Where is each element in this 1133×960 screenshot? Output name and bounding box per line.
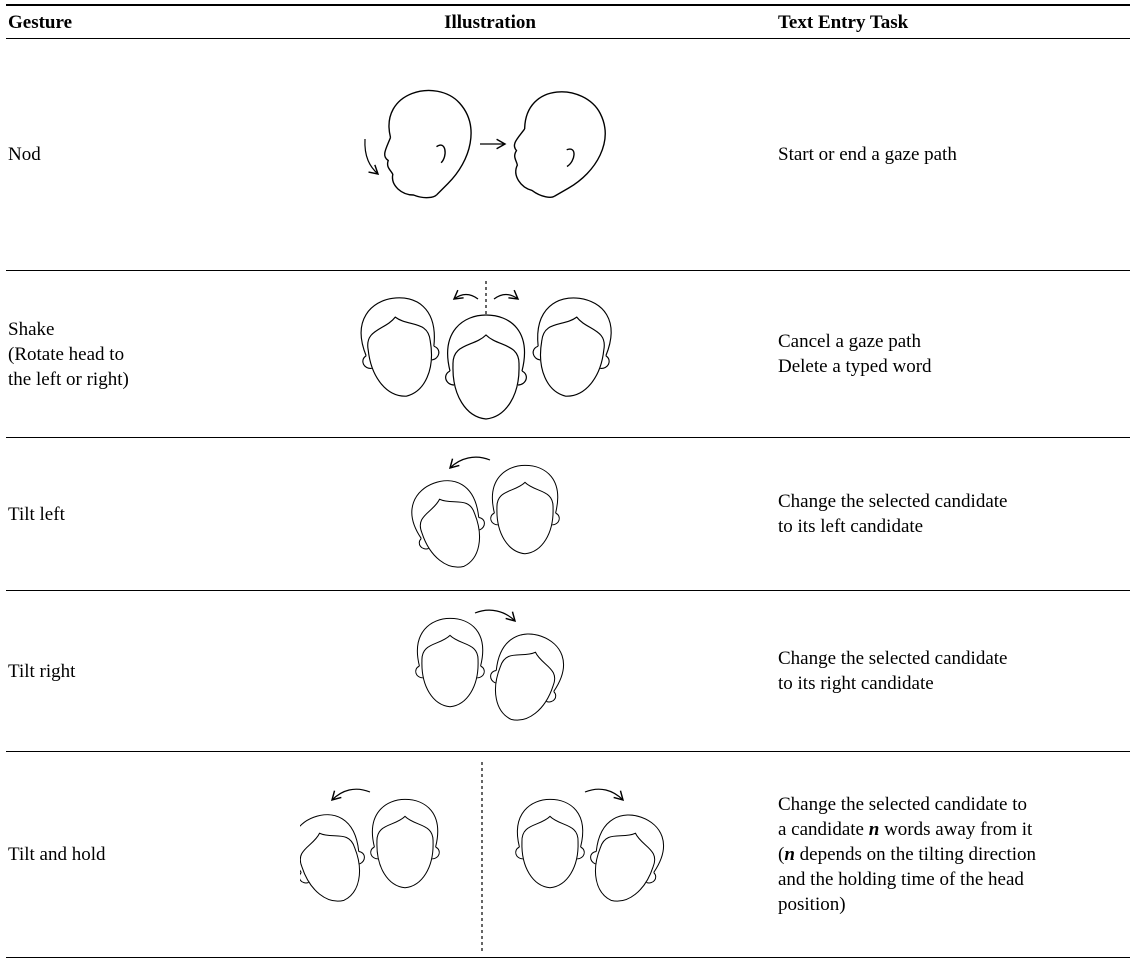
text-line: Delete a typed word	[778, 354, 1133, 379]
text-line: Nod	[8, 144, 41, 165]
text-run: depends on the tilting direction	[794, 844, 1037, 865]
table-row: Tilt left Change the selected candidate …	[0, 438, 1133, 590]
row-rule	[6, 437, 1130, 438]
table-row: Shake (Rotate head to the left or right)…	[0, 271, 1133, 437]
row-rule	[6, 751, 1130, 752]
text-line: position)	[778, 892, 1133, 917]
text-line: (Rotate head to	[8, 343, 125, 365]
text-line: Start or end a gaze path	[778, 142, 1133, 167]
gesture-cell: Nod	[8, 39, 268, 270]
task-cell: Change the selected candidate to a candi…	[778, 752, 1133, 957]
table-row: Nod Start or end a gaze path	[0, 39, 1133, 270]
task-cell: Cancel a gaze path Delete a typed word	[778, 271, 1133, 437]
task-cell: Change the selected candidate to its rig…	[778, 591, 1133, 751]
emphasis: n	[784, 844, 795, 865]
text-line: Change the selected candidate to	[778, 792, 1133, 817]
text-run: and the holding time of the head	[778, 869, 1024, 890]
text-run: a candidate	[778, 819, 869, 840]
text-line: Tilt right	[8, 660, 76, 682]
gesture-cell: Shake (Rotate head to the left or right)	[8, 271, 268, 437]
gesture-cell: Tilt and hold	[8, 752, 268, 957]
text-run: words away from it	[879, 819, 1033, 840]
gesture-cell: Tilt right	[8, 591, 268, 751]
header-rule	[6, 38, 1130, 39]
illustration	[415, 609, 575, 732]
text-run: Cancel a gaze path	[778, 331, 921, 352]
header-cell: Illustration	[444, 11, 536, 33]
table-row: Tilt and hold Change the selected candid…	[0, 752, 1133, 957]
text-line: (n depends on the tilting direction	[778, 842, 1133, 867]
text-run: Start or end a gaze path	[778, 144, 957, 165]
illustration	[354, 281, 618, 420]
bottom-rule	[6, 957, 1130, 958]
row-rule	[6, 590, 1130, 591]
text-line: the left or right)	[8, 368, 129, 390]
table-row: Tilt right Change the selected candidate…	[0, 591, 1133, 751]
header-row: Gesture Illustration Text Entry Task	[0, 6, 1133, 38]
emphasis: n	[868, 819, 880, 840]
illustration	[400, 456, 560, 579]
text-run: to its right candidate	[778, 673, 934, 694]
text-line: Tilt left	[8, 503, 65, 525]
text-run: position)	[778, 894, 846, 915]
text-run: to its left candidate	[778, 516, 924, 537]
text-line: Change the selected candidate	[778, 489, 1133, 514]
text-line: to its right candidate	[778, 671, 1133, 696]
text-line: Change the selected candidate	[778, 646, 1133, 671]
top-rule	[6, 4, 1130, 6]
gesture-cell: Tilt left	[8, 438, 268, 590]
illustration	[364, 81, 616, 209]
text-run: Change the selected candidate	[778, 491, 1008, 512]
text-line: a candidate n words away from it	[778, 817, 1133, 842]
text-run: Change the selected candidate	[778, 648, 1008, 669]
text-run: (	[778, 844, 785, 865]
row-rule	[6, 270, 1130, 271]
text-line: Tilt and hold	[8, 844, 106, 865]
task-cell: Change the selected candidate to its lef…	[778, 438, 1133, 590]
text-run: Delete a typed word	[778, 356, 932, 377]
task-cell: Start or end a gaze path	[778, 39, 1133, 270]
text-line: Shake	[8, 318, 55, 340]
header-cell: Text Entry Task	[778, 11, 909, 33]
illustration	[300, 762, 675, 952]
header-cell: Gesture	[8, 11, 73, 33]
text-run: Change the selected candidate to	[778, 794, 1028, 815]
text-line: to its left candidate	[778, 514, 1133, 539]
text-line: and the holding time of the head	[778, 867, 1133, 892]
text-line: Cancel a gaze path	[778, 329, 1133, 354]
